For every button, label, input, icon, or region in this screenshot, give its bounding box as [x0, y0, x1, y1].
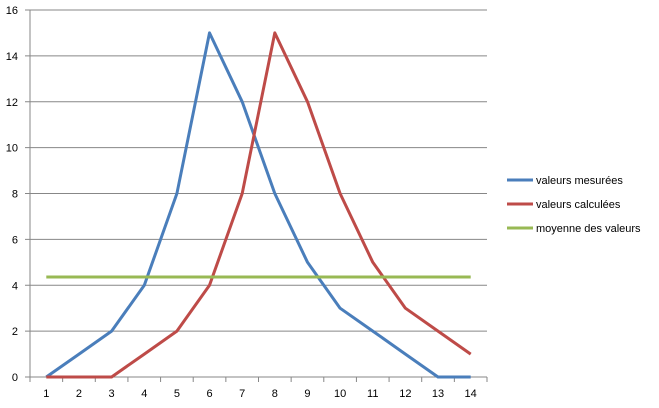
y-tick-label: 2 — [12, 326, 18, 338]
x-axis-ticks: 1 2 3 4 5 6 7 8 9 10 11 12 13 14 — [29, 377, 488, 400]
y-axis-ticks: 0 2 4 6 8 10 12 14 16 — [6, 5, 30, 384]
y-tick-label: 4 — [12, 280, 18, 292]
y-tick-label: 0 — [12, 372, 18, 384]
legend: valeurs mesurées valeurs calculées moyenne… — [507, 175, 641, 235]
y-tick-label: 16 — [6, 5, 18, 17]
y-tick-label: 10 — [6, 143, 18, 155]
series-line-1 — [45, 31, 471, 379]
gridlines — [30, 9, 487, 332]
x-tick-label: 9 — [304, 388, 310, 400]
x-tick-label: 1 — [43, 388, 49, 400]
legend-label: valeurs calculées — [536, 199, 621, 211]
x-tick-label: 10 — [334, 388, 346, 400]
y-tick-label: 8 — [12, 189, 18, 201]
x-tick-label: 7 — [239, 388, 245, 400]
x-tick-label: 11 — [367, 388, 378, 400]
y-tick-label: 14 — [6, 51, 18, 63]
x-tick-label: 3 — [109, 388, 115, 400]
x-tick-label: 2 — [76, 388, 82, 400]
x-tick-label: 6 — [206, 388, 212, 400]
legend-label: valeurs mesurées — [536, 175, 623, 187]
x-tick-label: 12 — [399, 388, 411, 400]
x-tick-label: 14 — [465, 388, 477, 400]
legend-label: moyenne des valeurs — [536, 223, 641, 235]
series-line-2 — [46, 31, 472, 379]
series-lines — [45, 31, 472, 379]
x-tick-label: 4 — [141, 388, 147, 400]
x-tick-label: 8 — [272, 388, 278, 400]
x-tick-label: 13 — [432, 388, 444, 400]
y-tick-label: 6 — [12, 234, 18, 246]
x-tick-label: 5 — [174, 388, 180, 400]
y-tick-label: 12 — [6, 97, 18, 109]
